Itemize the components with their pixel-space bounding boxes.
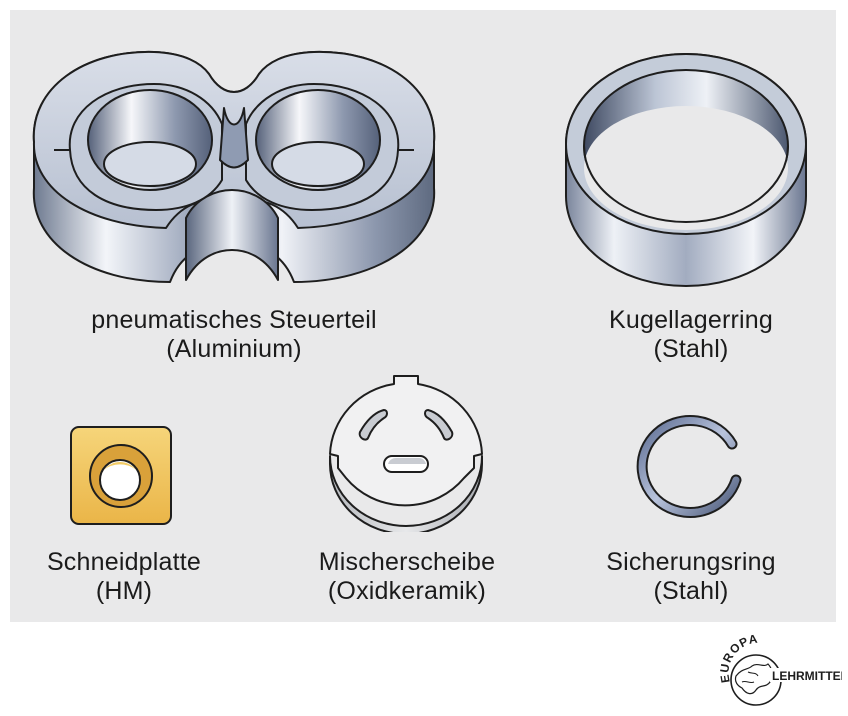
caption-retaining-ring: Sicherungsring (Stahl) [580,548,802,606]
part-material: (Aluminium) [166,335,302,363]
europa-lehrmittel-logo: EUROPA LEHRMITTEL [717,632,842,706]
insert-body [70,426,172,525]
part-material: (Stahl) [653,335,729,363]
retaining-ring-drawing [636,414,742,518]
cutting-insert-drawing [70,426,172,525]
part-material: (HM) [95,577,153,605]
part-name: Schneidplatte [46,548,202,576]
caption-mixer-disc: Mischerscheibe (Oxidkeramik) [294,548,520,606]
caption-pneumatic-control-part: pneumatisches Steuerteil (Aluminium) [60,306,408,364]
pneumatic-control-part-drawing [32,50,436,283]
part-material: (Oxidkeramik) [327,577,487,605]
caption-ball-bearing-ring: Kugellagerring (Stahl) [580,306,802,364]
part-name: pneumatisches Steuerteil [91,306,377,334]
part-name: Kugellagerring [608,306,774,334]
mixer-disc-body [329,375,483,532]
part-material: (Stahl) [653,577,729,605]
bearing-ring-body [565,53,807,287]
ball-bearing-ring-drawing [565,53,807,287]
caption-cutting-insert: Schneidplatte (HM) [24,548,224,606]
logo-bottom-text: LEHRMITTEL [772,669,842,683]
pneumatic-body [32,50,436,283]
mixer-disc-drawing [329,375,483,532]
part-name: Mischerscheibe [318,548,496,576]
part-name: Sicherungsring [606,548,776,576]
